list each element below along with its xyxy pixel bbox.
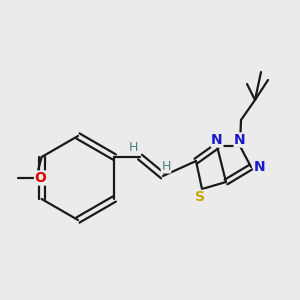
Text: O: O — [34, 171, 46, 185]
Text: N: N — [254, 160, 265, 174]
Text: N: N — [211, 133, 223, 147]
Text: H: H — [161, 160, 171, 173]
Text: S: S — [196, 190, 206, 204]
Text: H: H — [129, 141, 138, 154]
Text: N: N — [234, 133, 246, 147]
